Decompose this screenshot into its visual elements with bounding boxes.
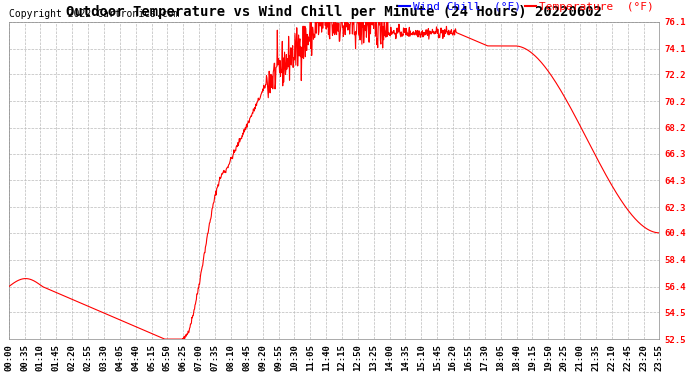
Legend: Wind Chill  (°F), Temperature  (°F): Wind Chill (°F), Temperature (°F) — [399, 2, 654, 12]
Text: Copyright 2022 Cartronics.com: Copyright 2022 Cartronics.com — [10, 9, 179, 18]
Title: Outdoor Temperature vs Wind Chill per Minute (24 Hours) 20220602: Outdoor Temperature vs Wind Chill per Mi… — [66, 5, 602, 19]
